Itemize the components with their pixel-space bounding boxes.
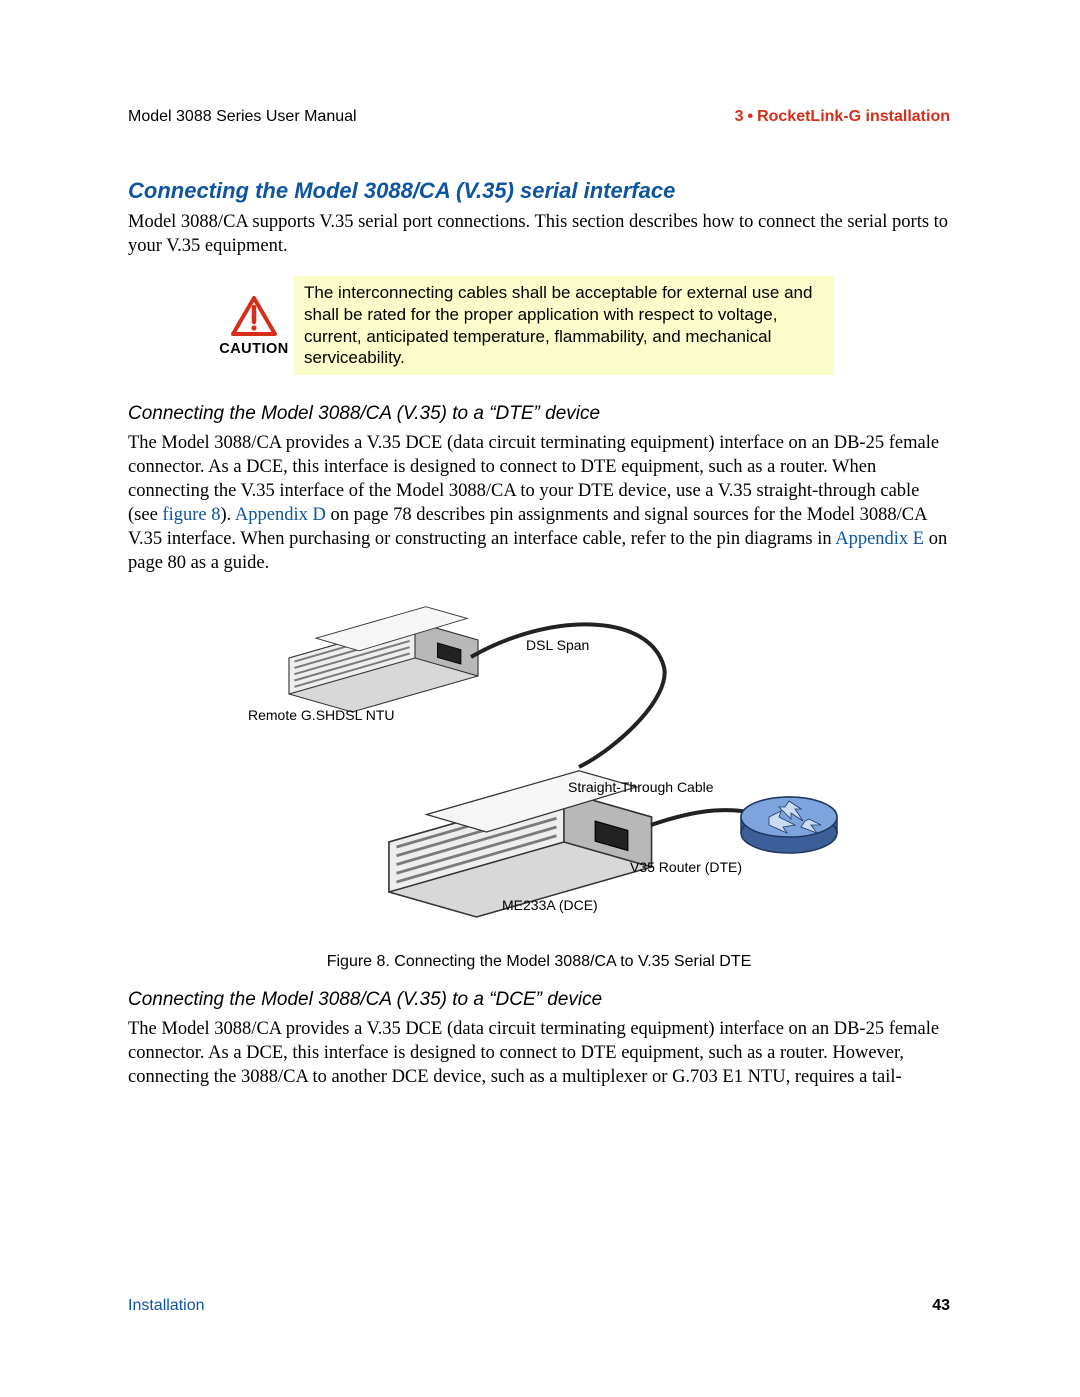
cross-reference-link[interactable]: figure 8 [162, 505, 220, 525]
figure-label-remote: Remote G.SHDSL NTU [248, 707, 395, 723]
figure-8: DSL Span Remote G.SHDSL NTU Straight-Thr… [128, 587, 950, 947]
section3-body: The Model 3088/CA provides a V.35 DCE (d… [128, 1017, 950, 1089]
chapter-title: RocketLink-G installation [757, 108, 950, 125]
figure-label-router: V35 Router (DTE) [630, 859, 742, 875]
subsection-heading: Connecting the Model 3088/CA (V.35) to a… [128, 403, 950, 425]
subsection-heading-2: Connecting the Model 3088/CA (V.35) to a… [128, 989, 950, 1011]
footer-left: Installation [128, 1297, 205, 1315]
figure-label-cable: Straight-Through Cable [568, 779, 714, 795]
cross-reference-link[interactable]: Appendix E [835, 529, 924, 549]
cross-reference-link[interactable]: Appendix D [235, 505, 326, 525]
section2-body: The Model 3088/CA provides a V.35 DCE (d… [128, 431, 950, 575]
section1-body: Model 3088/CA supports V.35 serial port … [128, 210, 950, 258]
page-header: Model 3088 Series User Manual 3•RocketLi… [128, 108, 950, 126]
caution-icon-wrap: CAUTION [228, 295, 280, 357]
caution-block: CAUTION The interconnecting cables shall… [228, 276, 950, 375]
bullet-icon: • [743, 108, 757, 125]
figure-caption: Figure 8. Connecting the Model 3088/CA t… [128, 953, 950, 971]
section-heading: Connecting the Model 3088/CA (V.35) seri… [128, 178, 950, 204]
figure-label-dce: ME233A (DCE) [502, 897, 598, 913]
caution-text: The interconnecting cables shall be acce… [294, 276, 834, 375]
header-right: 3•RocketLink-G installation [735, 108, 950, 126]
header-left: Model 3088 Series User Manual [128, 108, 357, 126]
page: Model 3088 Series User Manual 3•RocketLi… [0, 0, 1080, 1397]
page-footer: Installation 43 [128, 1297, 950, 1315]
page-number: 43 [932, 1297, 950, 1315]
caution-label: CAUTION [219, 341, 289, 357]
caution-triangle-icon [230, 295, 278, 337]
figure-label-dsl: DSL Span [526, 637, 589, 653]
